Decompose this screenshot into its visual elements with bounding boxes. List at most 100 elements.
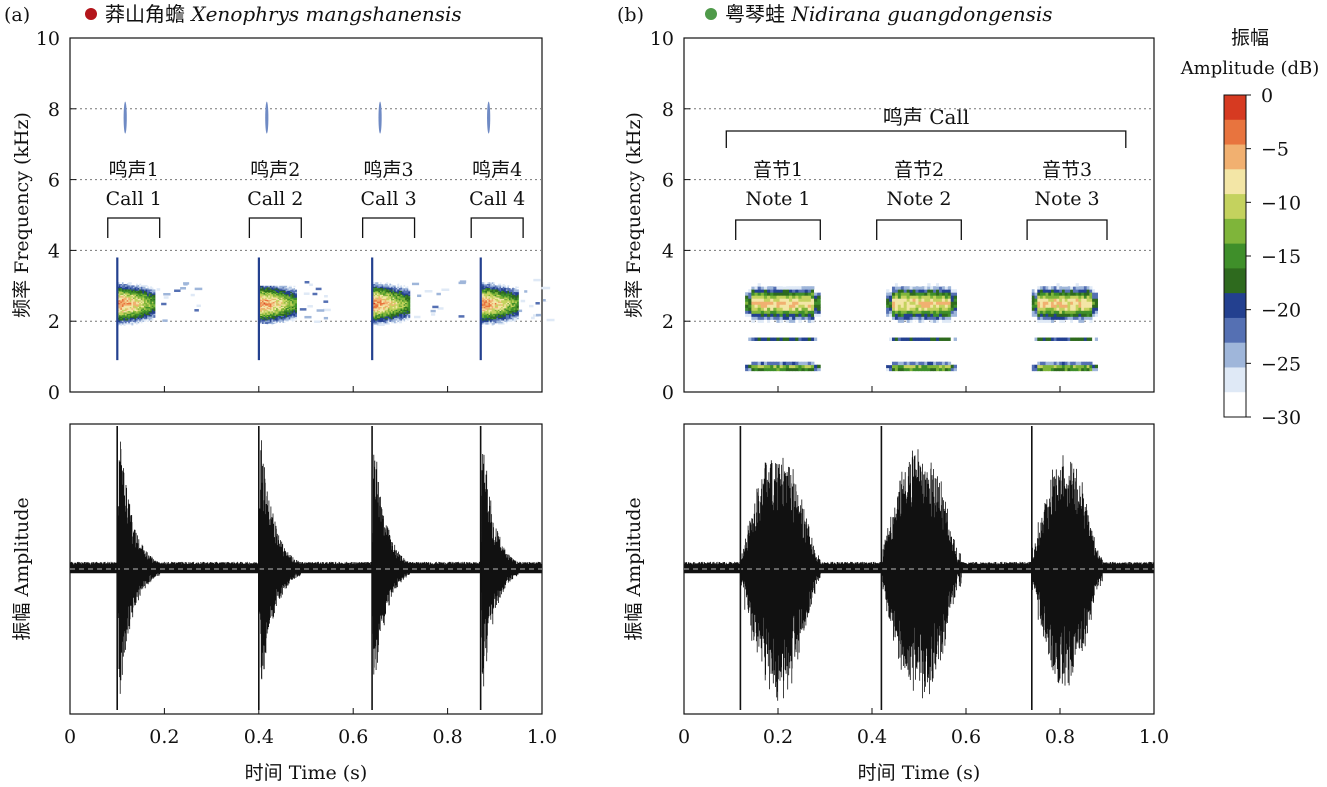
spectrogram-cell <box>150 287 153 290</box>
spectrogram-cell <box>280 313 283 315</box>
spectrogram-cell <box>379 287 382 290</box>
spectrogram-cell <box>274 297 277 299</box>
spectrogram-cell <box>485 305 488 308</box>
spectrogram-cell <box>497 284 500 287</box>
spectrogram-cell <box>947 292 952 296</box>
spectrogram-cell <box>1053 337 1057 341</box>
spectrogram-cell <box>136 305 139 308</box>
spectrogram-cell <box>383 293 386 295</box>
spectrogram-cell <box>1031 295 1035 299</box>
spectrogram-cell <box>375 283 378 286</box>
spectrogram-cell <box>508 306 511 309</box>
spectrogram-cell <box>151 317 154 320</box>
spectrogram-cell <box>265 317 268 320</box>
spectrogram-cell <box>408 294 411 297</box>
spectrogram-cell <box>804 364 809 369</box>
spectrogram-cell <box>508 294 511 297</box>
spectrogram-cell <box>499 309 502 312</box>
spectrogram-cell <box>494 317 497 320</box>
spectrogram-cell <box>767 301 771 305</box>
spectrogram-cell <box>403 286 406 289</box>
y-tick-label: 10 <box>36 28 60 50</box>
spectrogram-cell <box>502 286 505 289</box>
spectrogram-cell <box>120 293 123 295</box>
spectrogram-cell <box>389 307 392 310</box>
spectrogram-cell <box>280 312 283 314</box>
spectrogram-cell <box>285 296 288 298</box>
spectrogram-cell <box>401 307 404 310</box>
spectrogram-cell <box>293 299 296 302</box>
spectrogram-cell <box>947 313 952 317</box>
spectrogram-cell <box>897 307 902 311</box>
spectrogram-cell <box>903 289 908 293</box>
spectrogram-cell <box>1050 361 1055 366</box>
spectrogram-cell <box>376 313 379 316</box>
spectrogram-cell <box>785 307 790 311</box>
spectrogram-cell <box>394 287 397 290</box>
spectrogram-cell <box>508 302 511 305</box>
spectrogram-cell <box>1072 367 1077 372</box>
spectrogram-cell <box>488 295 491 298</box>
spectrogram-cell <box>516 301 519 303</box>
spectrogram-cell <box>754 337 759 341</box>
spectrogram-cell <box>770 310 774 314</box>
spectrogram-cell <box>483 283 486 286</box>
spectrogram-cell <box>915 289 919 293</box>
spectrogram-cell <box>499 298 502 301</box>
spectrogram-cell <box>266 286 269 289</box>
spectrogram-cell <box>507 294 510 297</box>
spectrogram-cell <box>903 316 908 320</box>
spectrogram-cell <box>280 289 283 291</box>
spectrogram-cell <box>1042 337 1046 341</box>
spectrogram-cell <box>139 307 142 310</box>
spectrogram-cell <box>918 283 922 287</box>
spectrogram-cell <box>118 287 121 290</box>
spectrogram-cell <box>486 325 489 328</box>
spectrogram-cell <box>510 290 513 293</box>
spectrogram-cell <box>1042 361 1046 366</box>
spectrogram-cell <box>375 310 378 313</box>
spectrogram-cell <box>381 324 384 326</box>
spectrogram-cell <box>497 290 500 293</box>
spectrogram-cell <box>1086 337 1090 341</box>
spectrogram-cell <box>285 291 288 294</box>
spectrogram-cell <box>490 307 493 310</box>
spectrogram-cell <box>1092 301 1096 305</box>
spectrogram-cell <box>266 322 269 324</box>
spectrogram-cell <box>392 321 395 324</box>
spectrogram-cell <box>125 293 128 295</box>
spectrogram-cell <box>373 297 376 299</box>
spectrogram-cell <box>408 297 411 299</box>
group-label-en: Call 3 <box>361 188 417 210</box>
spectrogram-cell <box>263 293 266 296</box>
spectrogram-cell <box>485 324 488 326</box>
spectrogram-cell <box>502 293 505 295</box>
spectrogram-cell <box>136 301 139 303</box>
spectrogram-cell <box>266 305 269 307</box>
spectrogram-cell <box>269 309 272 312</box>
spectrogram-cell <box>512 310 515 313</box>
spectrogram-cell <box>137 298 140 301</box>
spectrogram-cell <box>381 318 384 321</box>
spectrogram-cell <box>496 321 499 324</box>
spectrogram-cell <box>760 292 765 296</box>
spectrogram-cell <box>387 293 390 295</box>
spectrogram-cell <box>502 318 505 321</box>
spectrogram-cell <box>501 284 504 287</box>
spectrogram-cell <box>483 297 486 299</box>
spectrogram-cell <box>1089 295 1093 299</box>
spectrogram-cell <box>126 283 129 286</box>
spectrogram-cell <box>944 289 949 293</box>
spectrogram-cell <box>120 320 123 322</box>
spectrogram-cell <box>745 292 749 296</box>
spectrogram-cell <box>499 297 502 299</box>
spectrogram-cell <box>1031 310 1035 314</box>
colorbar-cell <box>1224 392 1246 418</box>
spectrogram-cell <box>373 283 376 286</box>
spectrogram-cell <box>150 302 153 305</box>
spectrogram-cell <box>307 305 313 308</box>
spectrogram-cell <box>395 321 398 324</box>
colorbar-cell <box>1224 317 1246 344</box>
spectrogram-cell <box>482 289 485 291</box>
spectrogram-cell <box>776 298 780 302</box>
